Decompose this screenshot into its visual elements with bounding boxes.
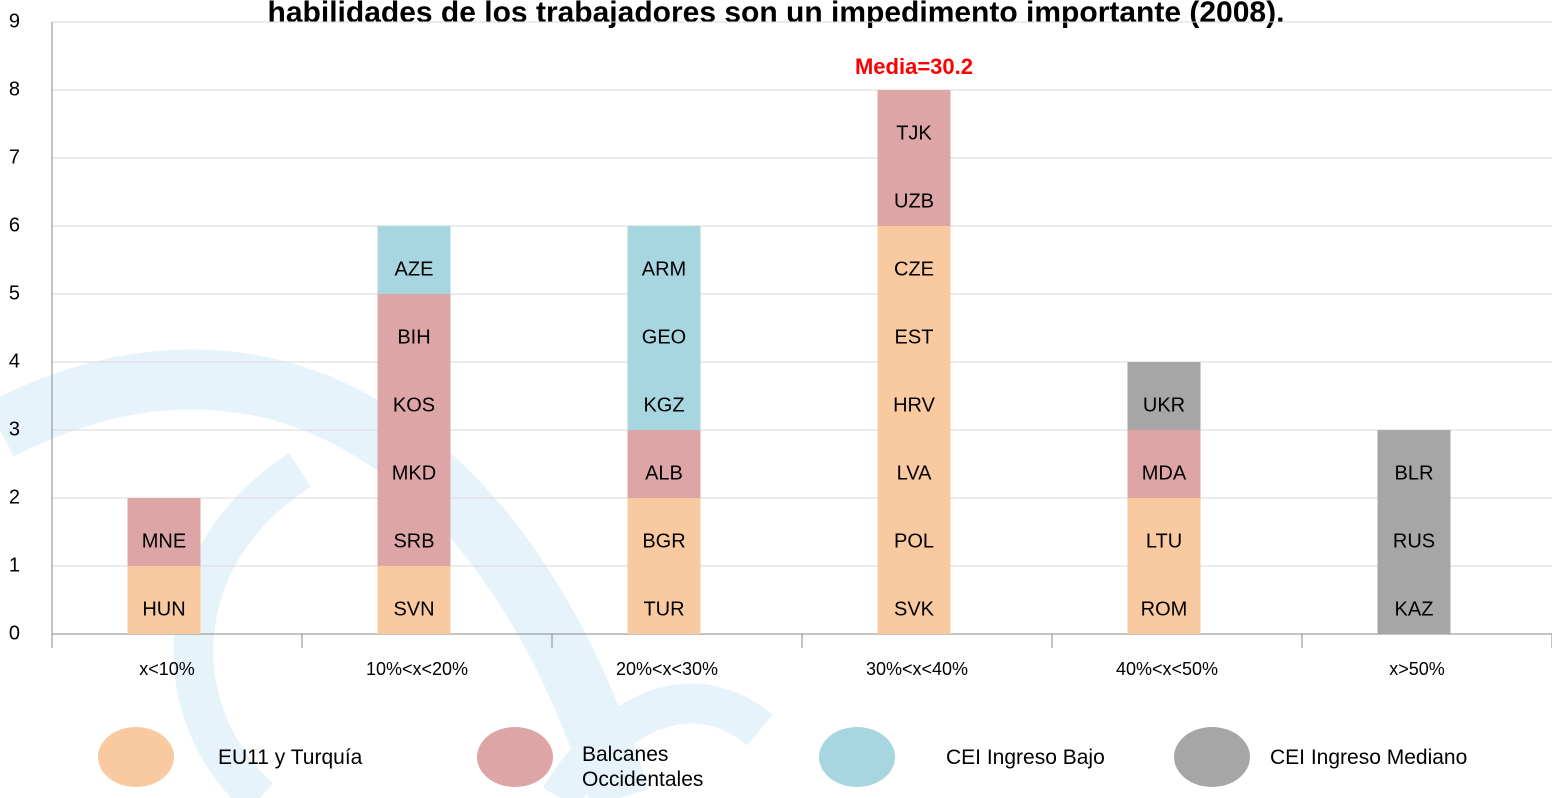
y-tick-label: 0: [9, 622, 20, 644]
legend-marker: [477, 727, 553, 787]
bar-segment: [1127, 498, 1201, 634]
bar-segment: [1127, 430, 1201, 498]
bar-segment: [877, 226, 951, 634]
chart-title: habilidades de los trabajadores son un i…: [268, 0, 1285, 29]
country-label: SVK: [894, 598, 935, 620]
country-label: GEO: [642, 326, 686, 348]
y-tick-label: 5: [9, 282, 20, 304]
country-label: KAZ: [1395, 598, 1434, 620]
y-tick-label: 7: [9, 146, 20, 168]
watermark: [0, 349, 773, 798]
country-label: BGR: [642, 530, 685, 552]
legend-marker: [1174, 727, 1250, 787]
country-label: HRV: [893, 394, 936, 416]
country-label: TUR: [643, 598, 684, 620]
country-label: BLR: [1395, 462, 1434, 484]
country-label: MNE: [142, 530, 186, 552]
bar-segment: [377, 294, 451, 566]
bar-segment: [877, 90, 951, 226]
country-label: LVA: [897, 462, 932, 484]
country-label: CZE: [894, 258, 934, 280]
bar-segment: [127, 566, 201, 634]
bar-segment: [627, 430, 701, 498]
country-label: AZE: [395, 258, 434, 280]
y-tick-label: 2: [9, 486, 20, 508]
y-tick-label: 9: [9, 10, 20, 32]
country-label: SVN: [393, 598, 434, 620]
bar-segment: [127, 498, 201, 566]
x-tick-label: x<10%: [139, 659, 195, 679]
bar-segment: [1377, 430, 1451, 634]
country-label: ARM: [642, 258, 686, 280]
country-label: KGZ: [643, 394, 684, 416]
country-label: MKD: [392, 462, 436, 484]
bar-segment: [1127, 362, 1201, 430]
x-tick-label: x>50%: [1389, 659, 1445, 679]
country-label: ROM: [1141, 598, 1188, 620]
y-tick-label: 6: [9, 214, 20, 236]
country-label: TJK: [896, 122, 932, 144]
x-tick-label: 10%<x<20%: [366, 659, 468, 679]
y-tick-label: 3: [9, 418, 20, 440]
x-tick-label: 40%<x<50%: [1116, 659, 1218, 679]
country-label: KOS: [393, 394, 435, 416]
country-label: BIH: [397, 326, 430, 348]
x-tick-label: 20%<x<30%: [616, 659, 718, 679]
legend-label: Balcanes Occidentales: [582, 743, 704, 791]
country-label: SRB: [393, 530, 434, 552]
legend-marker: [98, 727, 174, 787]
country-label: LTU: [1146, 530, 1182, 552]
annotation: Media=30.2: [855, 54, 973, 79]
country-label: UKR: [1143, 394, 1185, 416]
country-label: EST: [895, 326, 934, 348]
legend-label: EU11 y Turquía: [218, 746, 363, 769]
country-label: HUN: [142, 598, 185, 620]
y-tick-label: 1: [9, 554, 20, 576]
legend-label: CEI Ingreso Bajo: [946, 746, 1105, 769]
country-label: ALB: [645, 462, 683, 484]
bar-segment: [627, 498, 701, 634]
legend-label: CEI Ingreso Mediano: [1270, 746, 1468, 769]
country-label: RUS: [1393, 530, 1435, 552]
y-tick-label: 4: [9, 350, 20, 372]
country-label: UZB: [894, 190, 934, 212]
country-label: MDA: [1142, 462, 1187, 484]
country-label: POL: [894, 530, 934, 552]
legend-marker: [819, 727, 895, 787]
bar-segment: [627, 226, 701, 430]
y-tick-label: 8: [9, 78, 20, 100]
x-tick-label: 30%<x<40%: [866, 659, 968, 679]
bar-segment: [377, 226, 451, 294]
bar-segment: [377, 566, 451, 634]
